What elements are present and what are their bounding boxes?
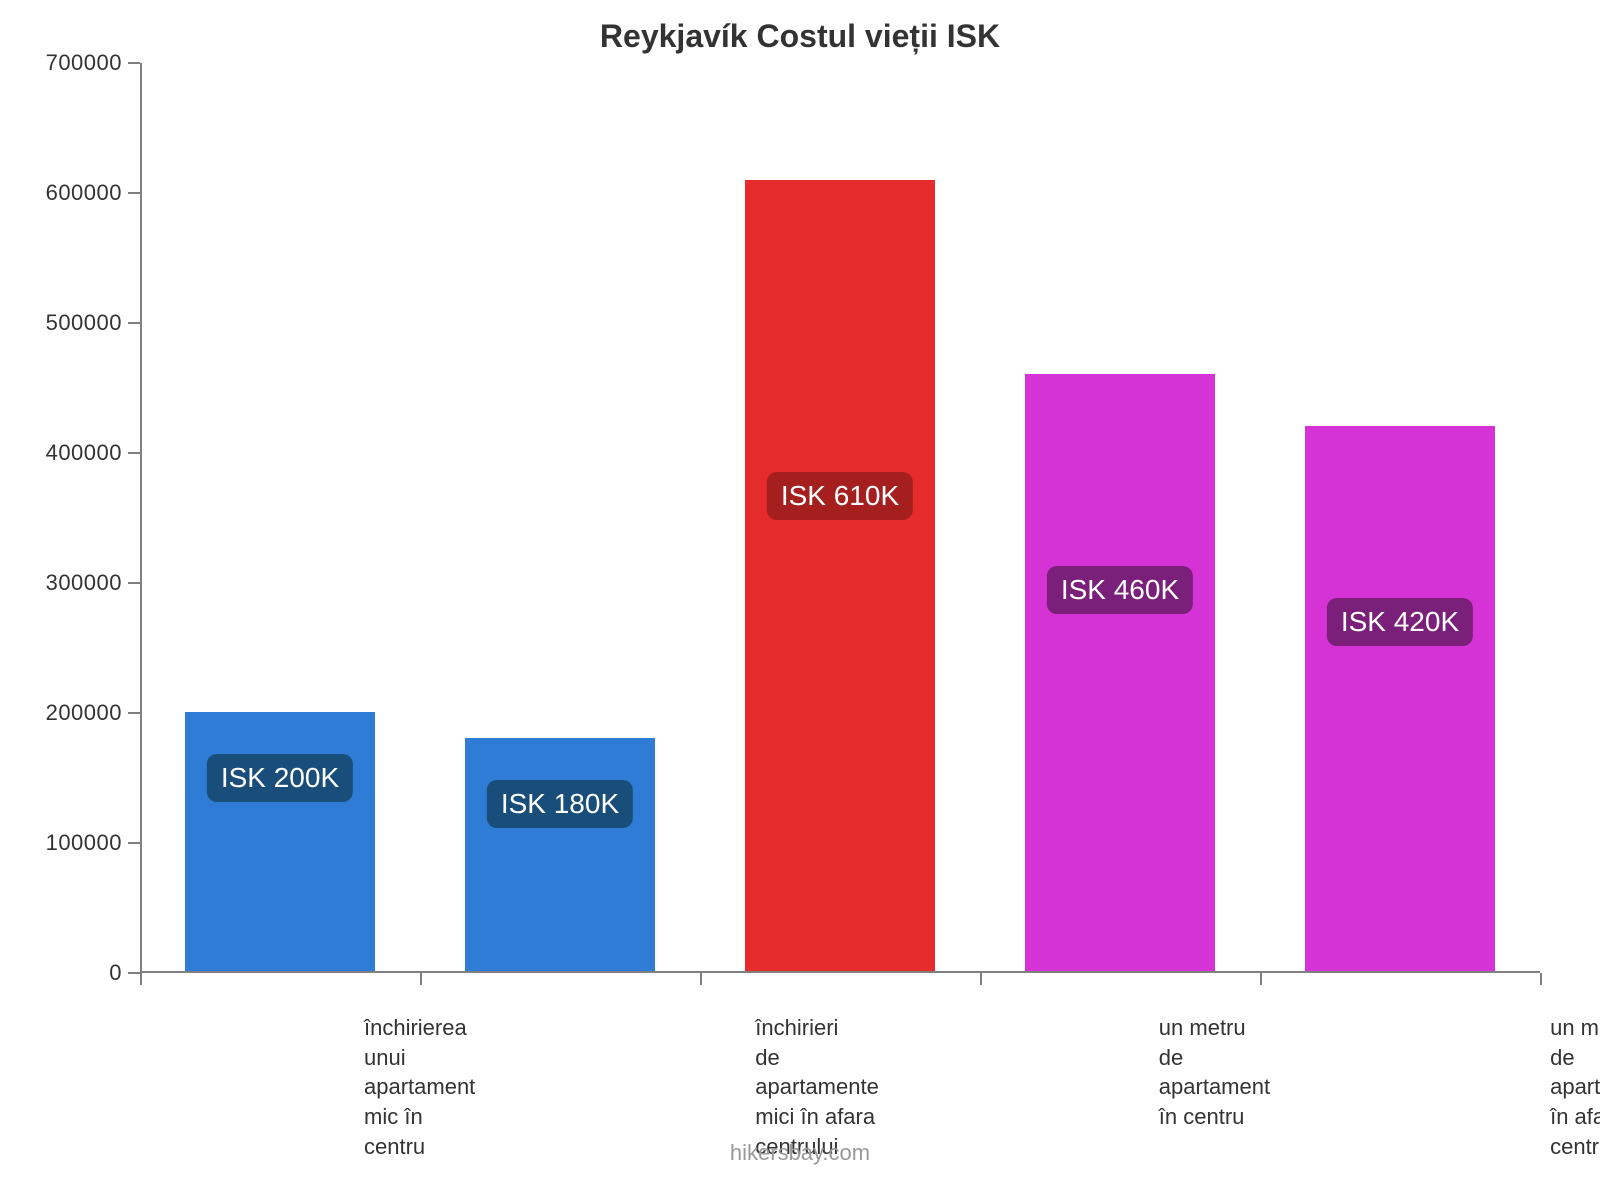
x-tick [980, 973, 982, 985]
bar-value-badge: ISK 460K [1047, 566, 1193, 614]
chart-title: Reykjavík Costul vieții ISK [40, 10, 1560, 63]
bar: ISK 200K [185, 712, 375, 971]
bar-value-badge: ISK 200K [207, 754, 353, 802]
y-axis-label: 600000 [46, 180, 140, 206]
y-axis-label: 0 [109, 960, 140, 986]
x-tick [1260, 973, 1262, 985]
bar-value-badge: ISK 610K [767, 472, 913, 520]
plot-area: ISK 200K ISK 180K ISK 610K ISK 460K ISK 420K… [140, 63, 1540, 973]
bar-value-badge: ISK 180K [487, 780, 633, 828]
y-axis-label: 200000 [46, 700, 140, 726]
y-axis-label: 400000 [46, 440, 140, 466]
y-axis-label: 300000 [46, 570, 140, 596]
bar-slot: ISK 180K [420, 63, 700, 971]
x-tick [140, 973, 142, 985]
bar: ISK 610K [745, 180, 935, 971]
bar: ISK 460K [1025, 374, 1215, 971]
x-tick [700, 973, 702, 985]
y-axis-label: 100000 [46, 830, 140, 856]
bar-slot: ISK 610K [700, 63, 980, 971]
footer-attribution: hikersbay.com [0, 1140, 1600, 1166]
bar-slot: ISK 200K [140, 63, 420, 971]
y-axis-label: 500000 [46, 310, 140, 336]
y-axis-label: 700000 [46, 50, 140, 76]
bar-slot: ISK 420K [1260, 63, 1540, 971]
bar: ISK 420K [1305, 426, 1495, 971]
x-tick [420, 973, 422, 985]
x-labels-row: închirierea unui apartament mic în centr… [140, 973, 1540, 1161]
cost-of-living-chart: Reykjavík Costul vieții ISK ISK 200KISK … [40, 10, 1560, 1130]
x-tick [1540, 973, 1542, 985]
bars-row: ISK 200K ISK 180K ISK 610K ISK 460K ISK 420K [140, 63, 1540, 971]
bar-slot: ISK 460K [980, 63, 1260, 971]
bar: ISK 180K [465, 738, 655, 971]
bar-value-badge: ISK 420K [1327, 598, 1473, 646]
